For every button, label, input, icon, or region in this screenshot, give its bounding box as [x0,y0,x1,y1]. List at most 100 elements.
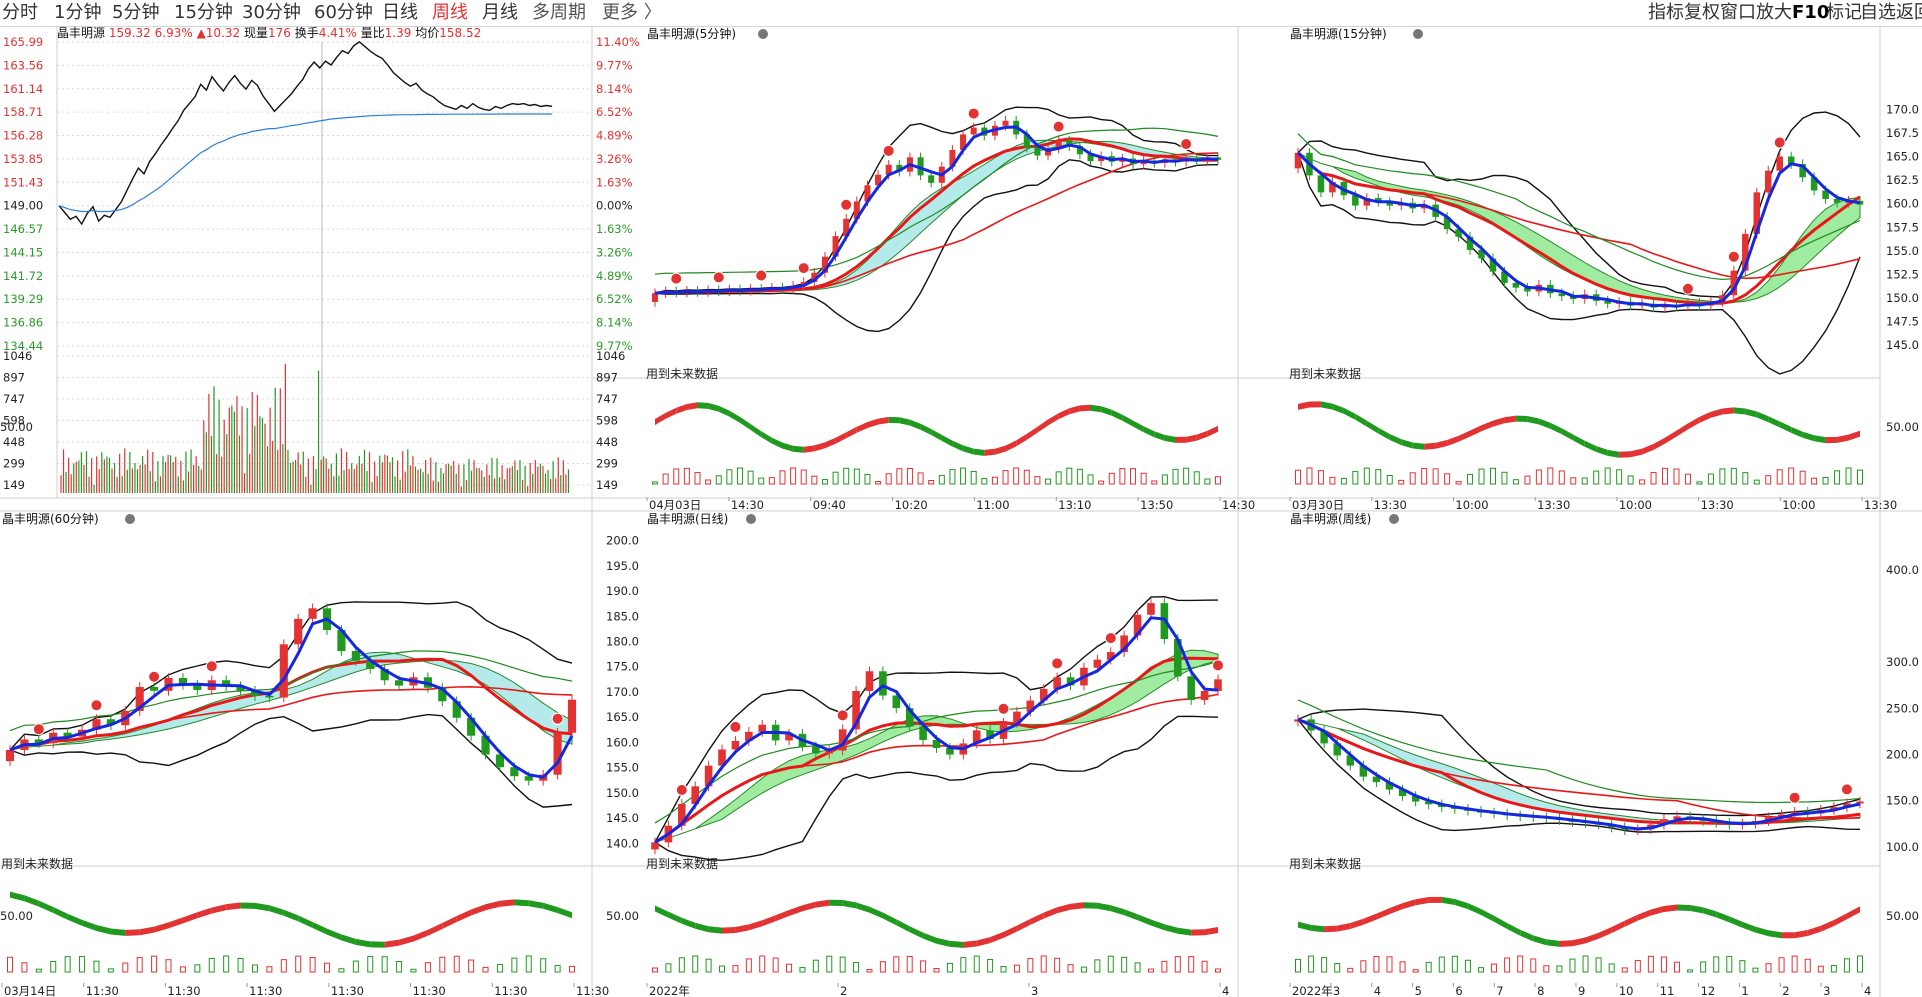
tab-period-0[interactable]: 分时 [2,2,38,23]
panel-menu-chevron-icon[interactable] [758,29,768,39]
intraday-volume-bars [60,363,570,493]
osc-ribbon [1402,899,1416,910]
tab-period-1[interactable]: 1分钟 [54,2,102,23]
osc-ribbon [846,426,857,439]
tab-period-6[interactable]: 日线 [382,2,418,23]
osc-bar [768,477,775,485]
osc-bar [1013,964,1020,973]
osc-ribbon [1833,913,1847,926]
vol-tick-label-right: 149 [596,478,618,492]
osc-ribbon [949,940,964,948]
osc-bar [1119,468,1126,485]
osc-ribbon [1101,406,1112,416]
osc-ribbon [1665,430,1677,444]
osc-bar [853,468,860,485]
osc-ribbon [775,910,789,922]
candle-body [972,730,981,744]
tab-period-8[interactable]: 月线 [482,2,518,23]
x-axis-label: 11 [1660,984,1675,997]
osc-bar [1107,955,1114,973]
panel-title: 晶丰明源(周线) [1290,512,1371,526]
osc-bar [410,968,417,973]
osc-ribbon [1177,927,1192,936]
y-tick-label: 150.0 [1886,291,1919,305]
osc-bar [1363,467,1370,485]
osc-ribbon [1802,431,1815,442]
candle-body [1359,765,1368,777]
buy-signal-icon [1773,136,1786,149]
tool-6[interactable]: 自选 [1860,2,1896,23]
y-tick-label: 180.0 [606,635,639,649]
osc-bar [928,479,935,485]
osc-ribbon [283,909,299,922]
osc-bar [194,964,201,973]
candle-body [1320,730,1328,744]
osc-bar [1375,469,1382,485]
tab-period-7[interactable]: 周线 [432,2,468,23]
osc-ribbon [1745,408,1757,418]
x-axis-label: 12 [1701,984,1716,997]
osc-bar [1329,476,1336,485]
osc-ribbon [1415,897,1429,906]
candle-body [567,699,577,733]
tool-7[interactable]: 返回 [1896,2,1922,23]
osc-bar [1478,468,1485,485]
sub-indicator: 50.00 [1295,896,1919,973]
tab-period-9[interactable]: 多周期 [532,2,586,23]
osc-bar [1627,475,1634,485]
osc-ribbon [1137,914,1151,926]
tab-period-2[interactable]: 5分钟 [112,2,160,23]
candle-body [1386,201,1394,206]
y-tick-label: 150.0 [1886,794,1919,808]
candle-body [1363,198,1371,206]
osc-bar [1857,469,1863,485]
osc-ribbon [1350,918,1364,929]
osc-bar [665,963,672,973]
osc-ribbon [1756,411,1769,423]
tab-period-3[interactable]: 15分钟 [174,2,233,23]
mid-level-label: 50.00 [606,909,639,923]
signal-markers [32,660,564,736]
tool-2[interactable]: 窗口 [1720,2,1756,23]
osc-bar [1373,955,1380,973]
osc-bar [396,961,403,973]
osc-ribbon [899,417,910,426]
osc-bar [839,956,846,973]
osc-bar [1399,961,1406,973]
price-tick-label: 136.86 [3,316,43,330]
y-tick-label: 152.5 [1886,267,1919,281]
osc-bar [1002,470,1009,485]
tab-period-4[interactable]: 30分钟 [242,2,301,23]
y-tick-label: 160.0 [606,735,639,749]
panel-menu-chevron-icon[interactable] [1389,514,1399,524]
candle-body [1501,271,1508,283]
candle-body [1120,635,1128,653]
tool-1[interactable]: 复权 [1684,2,1720,23]
tool-0[interactable]: 指标 [1648,2,1684,23]
osc-bar [715,475,722,485]
x-axis-label: 11:30 [249,984,282,997]
buy-signal-icon [551,712,564,725]
osc-bar [1188,956,1195,973]
osc-bar [946,962,953,973]
tab-period-5[interactable]: 60分钟 [314,2,373,23]
panel-menu-chevron-icon[interactable] [125,514,135,524]
tool-5[interactable]: 标记 [1826,2,1862,23]
osc-bar [309,956,316,973]
candle-body [785,733,793,741]
tab-period-10[interactable]: 更多 〉 [602,2,662,23]
osc-bar [1765,963,1772,973]
x-axis-label: 03月14日 [4,984,56,997]
y-tick-label: 170.0 [606,685,639,699]
osc-ribbon [1520,929,1534,942]
tool-3[interactable]: 放大 [1756,2,1792,23]
buy-signal-icon [1104,632,1117,645]
osc-ribbon [154,922,169,933]
panel-menu-chevron-icon[interactable] [746,514,756,524]
osc-ribbon [1676,423,1688,437]
osc-bar [1791,955,1798,973]
panel-menu-chevron-icon[interactable] [1413,29,1423,39]
tool-4[interactable]: F10 [1792,2,1830,23]
candle-body [34,739,43,744]
candle-body [452,701,461,718]
